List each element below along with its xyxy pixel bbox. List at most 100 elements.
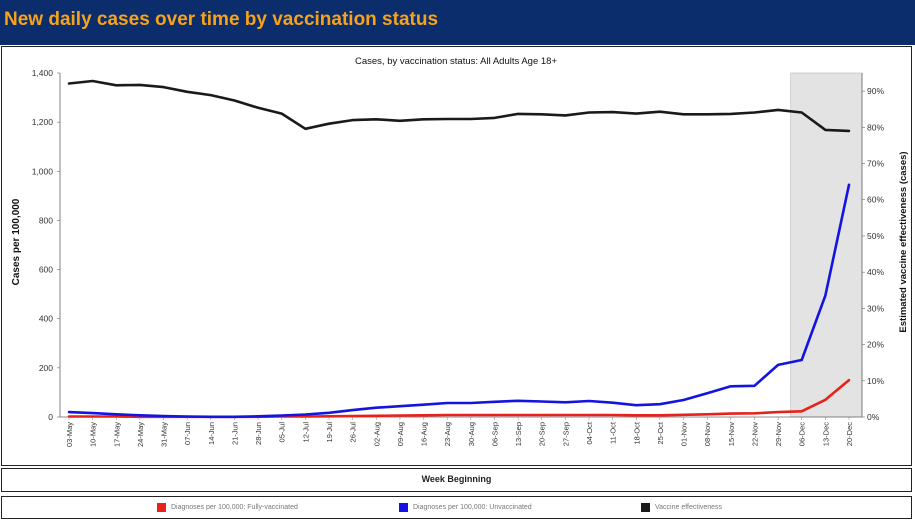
x-tick-label: 04-Oct [585,421,594,444]
data-point [115,413,118,416]
data-point [730,113,732,115]
data-point [824,399,827,401]
y-tick-label: 200 [39,363,53,373]
chart-title: Cases, by vaccination status: All Adults… [355,56,557,67]
data-point [375,414,378,417]
data-point [824,129,827,131]
y2-axis-label: Estimated vaccine effectiveness (cases) [898,151,909,332]
data-point [470,402,472,404]
data-point [659,414,661,417]
data-point [611,111,614,113]
y2-tick-label: 70% [867,159,884,169]
data-point [540,113,543,116]
data-point [706,392,708,394]
data-point [540,400,543,403]
x-tick-label: 16-Aug [420,422,429,446]
y2-tick-label: 40% [867,267,884,277]
data-point [517,414,519,416]
data-point [91,80,94,82]
data-point [115,415,118,418]
x-axis-label: Week Beginning [421,474,492,484]
data-point [470,118,472,120]
data-point [233,415,236,418]
x-tick-label: 03-May [65,422,74,447]
data-point [800,410,803,413]
data-point [257,415,259,418]
data-point [422,414,425,417]
data-point [517,399,519,402]
data-point [139,414,141,417]
y-tick-label: 1,400 [32,68,54,78]
data-point [304,415,307,418]
legend-label: Vaccine effectiveness [655,504,723,511]
data-point [635,404,638,407]
data-point [682,413,685,416]
y-tick-label: 600 [39,265,53,275]
data-point [399,414,401,417]
data-point [233,99,236,102]
x-tick-label: 22-Nov [750,422,759,446]
data-point [800,111,803,114]
x-tick-label: 20-Dec [845,422,854,446]
data-point [635,112,638,115]
data-point [68,82,70,85]
data-point [422,118,425,121]
data-point [800,359,803,361]
x-tick-label: 26-Jul [349,422,358,443]
data-point [210,94,212,96]
data-point [517,113,519,115]
data-point [706,413,708,416]
x-tick-label: 09-Aug [396,422,405,446]
y-tick-label: 800 [39,215,53,225]
x-tick-label: 27-Sep [561,422,570,446]
data-point [446,414,448,416]
data-point [659,403,661,406]
data-point [540,414,543,416]
data-point [588,414,590,416]
data-point [848,184,850,186]
data-point [162,86,165,88]
data-point [730,412,732,415]
legend-label: Diagnoses per 100,000: Fully-vaccinated [171,504,298,511]
data-point [753,384,756,387]
data-point [304,127,307,130]
data-point [635,414,638,417]
y-tick-label: 1,000 [32,166,54,176]
data-point [470,414,472,416]
data-point [588,400,590,402]
x-tick-label: 10-May [89,422,98,447]
y2-tick-label: 30% [867,303,884,313]
series-line-unvaccinated [67,183,851,419]
data-point [139,84,141,86]
data-point [588,111,590,114]
y-tick-label: 1,200 [32,117,54,127]
data-point [777,411,779,413]
data-point [824,294,827,297]
data-point [68,415,70,418]
data-point [375,406,378,409]
x-tick-label: 20-Sep [538,422,547,446]
data-point [611,414,614,416]
legend-swatch-red [157,503,166,512]
x-tick-label: 15-Nov [727,422,736,446]
x-tick-label: 21-Jun [230,422,239,445]
x-tick-label: 12-Jul [301,422,310,443]
data-point [564,114,567,117]
data-point [446,402,448,404]
x-tick-label: 23-Aug [443,422,452,446]
page-title: New daily cases over time by vaccination… [4,9,439,30]
y2-tick-label: 60% [867,195,884,205]
data-point [375,118,378,121]
x-tick-label: 31-May [160,422,169,447]
data-point [328,415,330,418]
data-point [257,106,259,109]
series-line-vaccine-effectiveness [67,79,851,133]
x-tick-label: 13-Dec [821,422,830,446]
data-point [399,405,401,407]
y-axis-label: Cases per 100,000 [11,198,22,285]
y2-tick-label: 20% [867,340,884,350]
data-point [611,401,614,404]
y2-tick-label: 80% [867,122,884,132]
x-tick-label: 19-Jul [325,422,334,443]
data-point [115,84,118,87]
